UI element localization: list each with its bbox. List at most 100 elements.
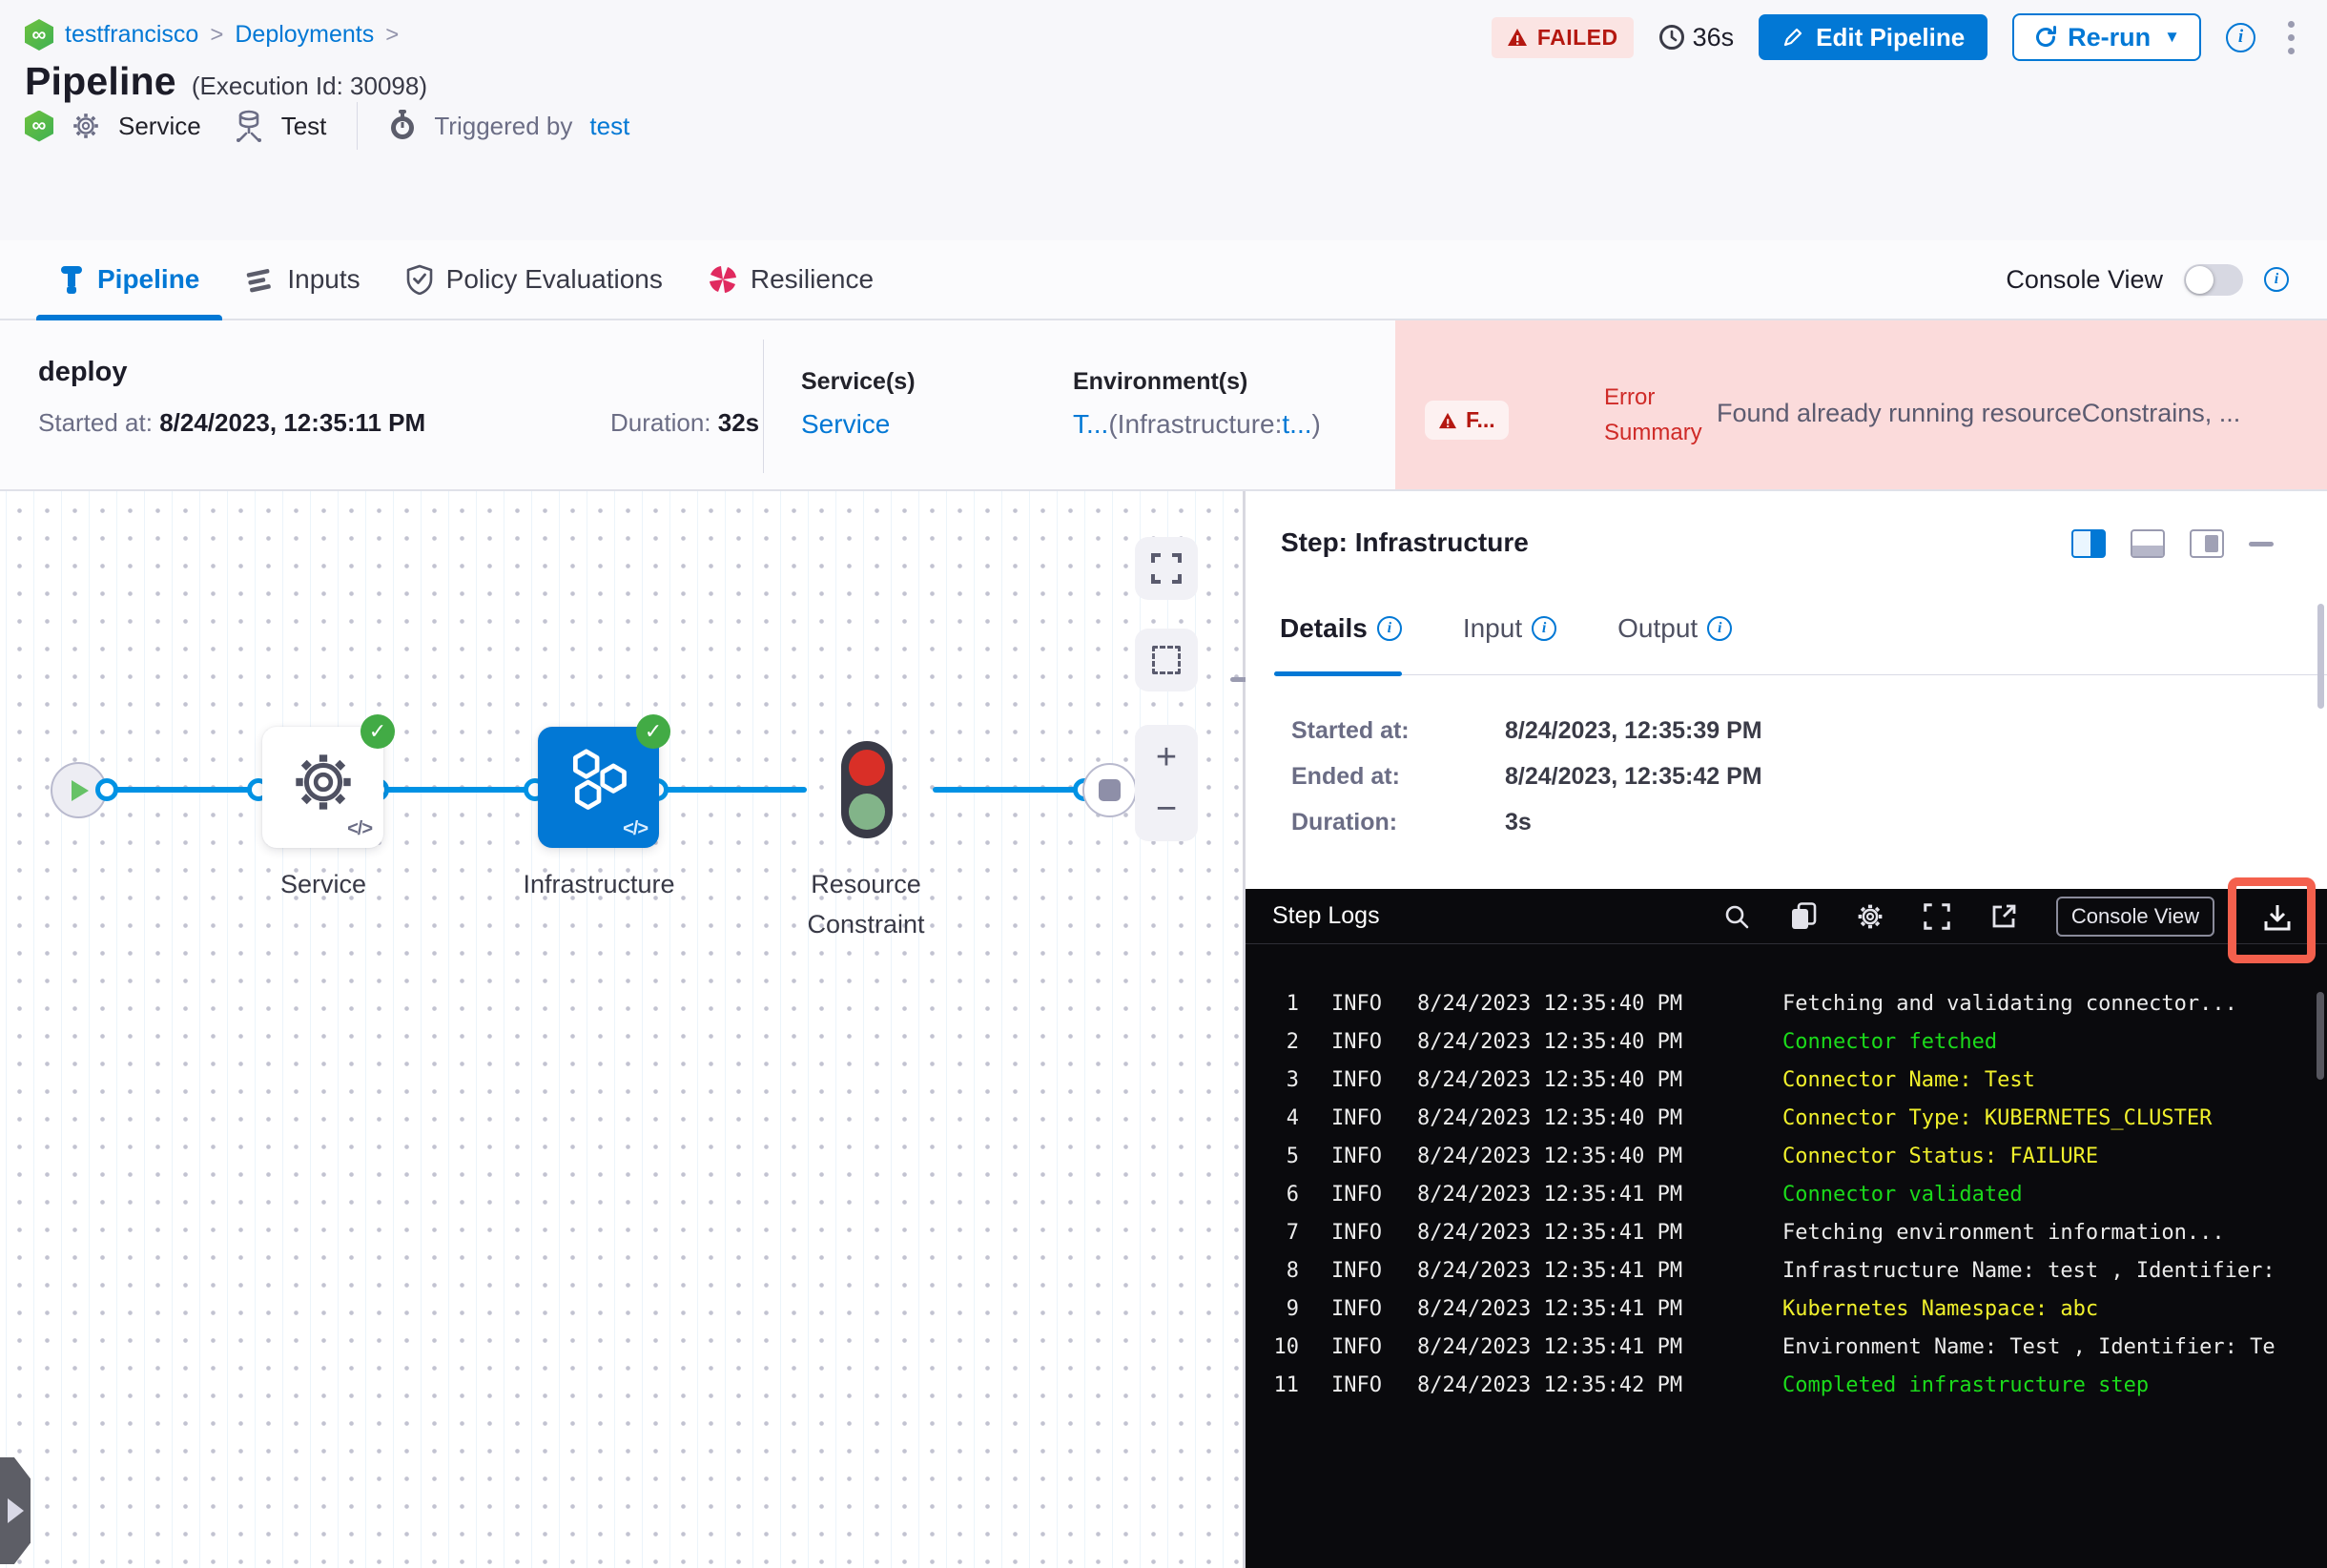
expand-left-panel-handle[interactable] [0,1457,31,1564]
started-at-value: 8/24/2023, 12:35:11 PM [159,408,426,437]
layout-floating-button[interactable] [2190,529,2224,558]
trigger-user-link[interactable]: test [589,111,630,140]
environment-link[interactable]: T... [1073,409,1109,439]
more-options-menu[interactable] [2280,17,2302,58]
service-name[interactable]: Service [118,111,201,140]
pipeline-icon [61,266,82,294]
execution-edge [933,787,1083,793]
console-view-control: Console View i [2006,263,2289,296]
log-lines[interactable]: 1 INFO 8/24/2023 12:35:40 PM Fetching and v… [1246,945,2327,1568]
log-line: 6 INFO 8/24/2023 12:35:41 PM Connector vali… [1286,1183,2023,1207]
step-logs-title: Step Logs [1272,902,1380,929]
breadcrumb-deployments-link[interactable]: Deployments [235,21,375,48]
warning-triangle-icon [1439,412,1456,428]
fullscreen-icon [1924,902,1950,930]
log-line: 7 INFO 8/24/2023 12:35:41 PM Fetching envir… [1286,1221,2225,1245]
external-link-icon [1992,904,2016,927]
download-logs-button[interactable] [2262,902,2293,933]
gear-icon [73,113,98,138]
resource-constraint-node[interactable] [841,741,893,838]
zoom-out-button[interactable]: − [1155,788,1178,829]
canvas-zoom-controls: + − [1135,725,1198,841]
breadcrumb: ∞ testfrancisco > Deployments > [25,19,399,51]
log-line: 9 INFO 8/24/2023 12:35:41 PM Kubernetes Nam… [1286,1297,2099,1321]
breadcrumb-project-link[interactable]: testfrancisco [65,21,199,48]
console-view-button[interactable]: Console View [2055,896,2214,937]
honeycomb-icon [562,748,636,816]
log-scrollbar[interactable] [2317,992,2324,1080]
minimize-panel-button[interactable] [2249,541,2274,547]
stage-summary-bar: deploy Started at: 8/24/2023, 12:35:11 P… [0,320,2327,491]
tab-resilience[interactable]: Resilience [686,240,896,319]
log-line: 2 INFO 8/24/2023 12:35:40 PM Connector fetc… [1286,1030,1998,1054]
resilience-icon [709,266,736,293]
tab-input[interactable]: Input i [1457,613,1562,669]
execution-tabbar: Pipeline Inputs Policy Evaluations Resil… [0,240,2327,320]
end-node [1082,763,1137,817]
console-view-toggle[interactable] [2184,263,2243,296]
panel-resize-divider[interactable] [1230,491,1258,1568]
tab-details[interactable]: Details i [1274,613,1408,669]
pipeline-meta-row: ∞ Service Test Triggered by test [25,99,629,153]
info-icon[interactable]: i [1707,616,1733,641]
pencil-icon [1784,28,1802,47]
layout-horizontal-split-button[interactable] [2131,529,2165,558]
page-title: Pipeline [25,59,176,103]
header-actions: FAILED 36s Edit Pipeline Re-run ▼ i [1491,13,2302,61]
execution-id: (Execution Id: 30098) [191,72,427,100]
warning-triangle-icon [1507,29,1527,46]
zoom-in-button[interactable]: + [1155,737,1178,778]
tab-pipeline[interactable]: Pipeline [36,240,223,320]
traffic-red-light [849,749,885,786]
environment-name[interactable]: Test [280,111,327,140]
tab-output[interactable]: Output i [1612,613,1738,669]
active-tab-underline [1274,671,1402,676]
total-duration: 36s [1658,23,1734,52]
tab-inputs[interactable]: Inputs [222,240,382,319]
info-icon[interactable]: i [2264,267,2289,292]
log-search-button[interactable] [1722,902,1751,931]
shield-check-icon [406,264,432,295]
log-copy-button[interactable] [1789,901,1818,931]
download-icon [2264,905,2291,931]
pipeline-canvas[interactable]: </> ✓ Service </> ✓ Infrastructure Resou… [0,491,1243,1568]
gear-icon [1858,904,1883,928]
detail-row: Started at: 8/24/2023, 12:35:39 PM [1291,717,1762,744]
started-at-label: Started at: [38,408,153,437]
edit-pipeline-button[interactable]: Edit Pipeline [1759,14,1988,60]
divider [763,340,764,473]
code-glyph: </> [347,818,373,839]
infrastructure-node[interactable]: </> ✓ [538,714,670,848]
info-icon[interactable]: i [1376,616,1402,641]
infrastructure-link[interactable]: t... [1282,409,1312,439]
tab-policy-evaluations[interactable]: Policy Evaluations [383,240,686,319]
service-link[interactable]: Service [801,409,891,439]
log-open-new-tab-button[interactable] [1989,902,2018,931]
info-icon[interactable]: i [2226,22,2255,52]
layout-vertical-split-button[interactable] [2071,529,2106,558]
tabs-divider [1274,674,2327,675]
log-fullscreen-button[interactable] [1923,902,1951,931]
log-line: 1 INFO 8/24/2023 12:35:40 PM Fetching and v… [1286,992,2237,1016]
play-icon [71,779,89,801]
log-line: 5 INFO 8/24/2023 12:35:40 PM Connector Stat… [1286,1145,2099,1168]
rerun-button[interactable]: Re-run ▼ [2012,13,2201,61]
info-icon[interactable]: i [1532,616,1557,641]
service-node[interactable]: </> ✓ [262,714,395,848]
fullscreen-icon [1151,553,1182,584]
resize-handle[interactable] [1230,677,1258,682]
log-line: 8 INFO 8/24/2023 12:35:41 PM Infrastructure… [1286,1259,2276,1283]
node-label: Infrastructure [523,870,675,898]
inputs-icon [247,269,272,293]
panel-scrollbar[interactable] [2317,604,2324,709]
error-summary-label: Error Summary [1604,384,1702,446]
code-glyph: </> [623,818,649,839]
clock-icon [1658,25,1684,50]
success-check-icon: ✓ [360,714,395,749]
canvas-fullscreen-button[interactable] [1135,537,1198,600]
canvas-select-button[interactable] [1135,629,1198,691]
arrow-right-icon [7,1498,24,1523]
refresh-icon [2036,26,2057,47]
log-settings-button[interactable] [1856,902,1884,931]
